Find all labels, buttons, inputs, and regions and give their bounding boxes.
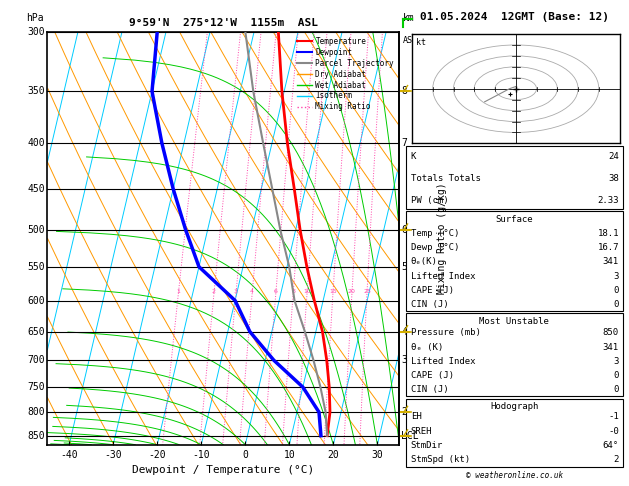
Text: 341: 341 xyxy=(603,343,619,351)
Text: Mixing Ratio (g/kg): Mixing Ratio (g/kg) xyxy=(437,182,447,294)
Text: 64°: 64° xyxy=(603,441,619,450)
Text: Surface: Surface xyxy=(496,215,533,224)
Text: 2.33: 2.33 xyxy=(598,196,619,205)
Text: 0: 0 xyxy=(613,286,619,295)
Text: θₑ (K): θₑ (K) xyxy=(411,343,443,351)
Text: 750: 750 xyxy=(28,382,45,392)
Text: Lifted Index: Lifted Index xyxy=(411,357,476,365)
Text: 3: 3 xyxy=(401,355,407,365)
Text: 7: 7 xyxy=(401,138,407,148)
Text: Most Unstable: Most Unstable xyxy=(479,317,549,326)
Text: 16.7: 16.7 xyxy=(598,243,619,252)
Text: 450: 450 xyxy=(28,184,45,194)
Text: 3: 3 xyxy=(234,289,238,294)
Text: 341: 341 xyxy=(603,258,619,266)
Text: CAPE (J): CAPE (J) xyxy=(411,371,454,380)
Text: LCL: LCL xyxy=(401,431,419,441)
Text: 3: 3 xyxy=(613,357,619,365)
Text: 25: 25 xyxy=(363,289,371,294)
Text: PW (cm): PW (cm) xyxy=(411,196,448,205)
Text: hPa: hPa xyxy=(26,13,43,23)
Text: 5: 5 xyxy=(401,262,407,272)
Text: 2: 2 xyxy=(401,407,407,417)
Text: CAPE (J): CAPE (J) xyxy=(411,286,454,295)
Text: EH: EH xyxy=(411,413,421,421)
Text: CIN (J): CIN (J) xyxy=(411,300,448,309)
Text: 01.05.2024  12GMT (Base: 12): 01.05.2024 12GMT (Base: 12) xyxy=(420,12,609,22)
Text: 800: 800 xyxy=(28,407,45,417)
Text: Dewp (°C): Dewp (°C) xyxy=(411,243,459,252)
Text: 850: 850 xyxy=(603,329,619,337)
Text: 15: 15 xyxy=(329,289,337,294)
Text: 24: 24 xyxy=(608,152,619,161)
Text: Totals Totals: Totals Totals xyxy=(411,174,481,183)
Text: StmDir: StmDir xyxy=(411,441,443,450)
Text: SREH: SREH xyxy=(411,427,432,436)
Text: -0: -0 xyxy=(608,427,619,436)
Text: 400: 400 xyxy=(28,138,45,148)
Text: Hodograph: Hodograph xyxy=(490,402,538,411)
Legend: Temperature, Dewpoint, Parcel Trajectory, Dry Adiabat, Wet Adiabat, Isotherm, Mi: Temperature, Dewpoint, Parcel Trajectory… xyxy=(294,34,397,114)
Text: 300: 300 xyxy=(28,27,45,36)
Text: 20: 20 xyxy=(348,289,356,294)
Text: 38: 38 xyxy=(608,174,619,183)
Text: 0: 0 xyxy=(613,300,619,309)
Text: 2: 2 xyxy=(212,289,216,294)
Text: 550: 550 xyxy=(28,262,45,272)
Text: 0: 0 xyxy=(613,371,619,380)
X-axis label: Dewpoint / Temperature (°C): Dewpoint / Temperature (°C) xyxy=(132,465,314,475)
Text: 10: 10 xyxy=(303,289,311,294)
Text: 6: 6 xyxy=(274,289,277,294)
Text: kt: kt xyxy=(416,38,426,48)
Text: km: km xyxy=(403,13,415,23)
Text: 350: 350 xyxy=(28,87,45,96)
Text: 2: 2 xyxy=(613,455,619,464)
Text: θₑ(K): θₑ(K) xyxy=(411,258,438,266)
Text: 850: 850 xyxy=(28,431,45,441)
Text: 18.1: 18.1 xyxy=(598,229,619,238)
Text: 4: 4 xyxy=(401,327,407,337)
Title: 9°59'N  275°12'W  1155m  ASL: 9°59'N 275°12'W 1155m ASL xyxy=(129,18,318,28)
Text: -1: -1 xyxy=(608,413,619,421)
Text: 8: 8 xyxy=(401,87,407,96)
Text: Pressure (mb): Pressure (mb) xyxy=(411,329,481,337)
Text: Lifted Index: Lifted Index xyxy=(411,272,476,280)
Text: StmSpd (kt): StmSpd (kt) xyxy=(411,455,470,464)
Text: 600: 600 xyxy=(28,295,45,306)
Text: ASL: ASL xyxy=(403,36,418,45)
Text: K: K xyxy=(411,152,416,161)
Text: 1: 1 xyxy=(176,289,181,294)
Text: CIN (J): CIN (J) xyxy=(411,385,448,394)
Text: 6: 6 xyxy=(401,225,407,235)
Text: 500: 500 xyxy=(28,225,45,235)
Text: 0: 0 xyxy=(613,385,619,394)
Text: 8: 8 xyxy=(291,289,295,294)
Text: 650: 650 xyxy=(28,327,45,337)
Text: Temp (°C): Temp (°C) xyxy=(411,229,459,238)
Text: 4: 4 xyxy=(250,289,254,294)
Text: 700: 700 xyxy=(28,355,45,365)
Text: © weatheronline.co.uk: © weatheronline.co.uk xyxy=(465,471,563,480)
Text: 3: 3 xyxy=(613,272,619,280)
